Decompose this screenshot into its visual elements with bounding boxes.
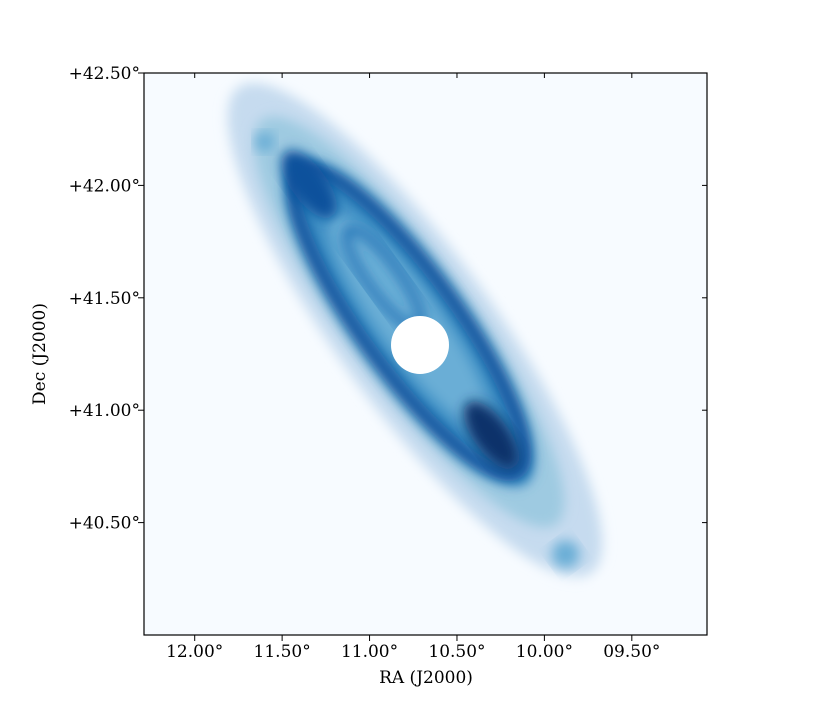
y-tick-label: +41.00°	[69, 401, 140, 421]
x-tick-label: 11.00°	[341, 642, 398, 662]
x-tick-label: 12.00°	[166, 642, 223, 662]
galaxy-image	[227, 83, 603, 577]
x-tick-label: 09.50°	[603, 642, 660, 662]
y-tick-label: +42.50°	[69, 64, 140, 84]
x-axis-label: RA (J2000)	[379, 668, 473, 688]
y-axis-label: Dec (J2000)	[30, 303, 50, 405]
y-tick-label: +40.50°	[69, 514, 140, 534]
y-tick-label: +41.50°	[69, 289, 140, 309]
x-tick-label: 10.00°	[516, 642, 573, 662]
x-tick-label: 10.50°	[428, 642, 485, 662]
x-tick-label: 11.50°	[254, 642, 311, 662]
axes-frame	[143, 72, 708, 636]
y-tick-label: +42.00°	[69, 176, 140, 196]
